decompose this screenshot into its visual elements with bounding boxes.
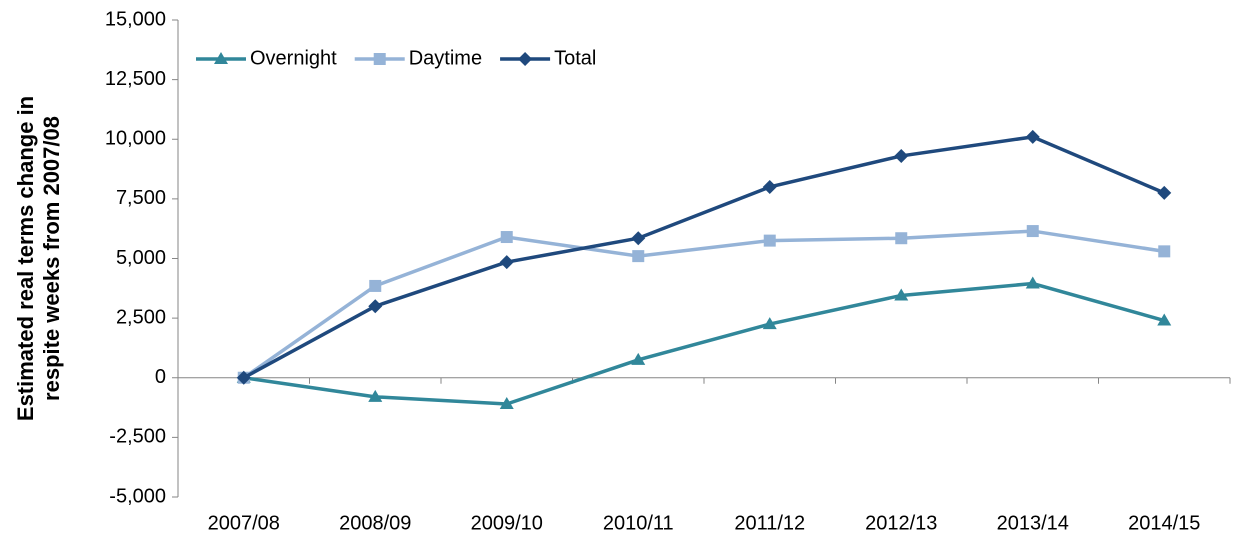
y-tick-label: 7,500 — [116, 187, 166, 209]
marker — [500, 231, 513, 244]
legend-label: Daytime — [409, 47, 482, 69]
y-tick-label: 0 — [155, 366, 166, 388]
x-tick-label: 2011/12 — [734, 512, 805, 534]
legend-label: Total — [554, 47, 596, 69]
marker — [894, 288, 909, 301]
marker — [236, 370, 251, 385]
y-tick-label: 5,000 — [116, 247, 166, 269]
marker — [763, 234, 776, 247]
marker — [895, 232, 908, 245]
legend-marker — [214, 52, 228, 64]
marker — [894, 148, 909, 163]
marker — [762, 179, 777, 194]
x-tick-label: 2013/14 — [997, 512, 1069, 534]
y-tick-label: 2,500 — [116, 306, 166, 328]
x-tick-label: 2010/11 — [603, 512, 674, 534]
y-axis-label-line: Estimated real terms change in — [13, 96, 38, 421]
marker — [499, 255, 514, 270]
y-axis-label-line: respite weeks from 2007/08 — [39, 116, 64, 401]
marker — [1026, 225, 1039, 238]
legend-marker — [373, 53, 386, 65]
marker — [1157, 185, 1172, 200]
marker — [632, 250, 645, 263]
marker — [368, 389, 383, 402]
marker — [1158, 245, 1171, 258]
x-tick-label: 2009/10 — [471, 512, 543, 534]
marker — [1025, 129, 1040, 144]
y-tick-label: 12,500 — [105, 68, 166, 90]
marker — [499, 396, 514, 409]
x-tick-label: 2014/15 — [1128, 512, 1200, 534]
marker — [368, 299, 383, 314]
legend-marker — [518, 52, 533, 66]
series-line — [242, 229, 1165, 380]
marker — [369, 279, 382, 292]
y-axis-label: Estimated real terms change inrespite we… — [13, 96, 64, 421]
series-line — [242, 135, 1165, 380]
marker — [631, 231, 646, 246]
series-line — [243, 281, 1165, 406]
marker — [631, 352, 646, 365]
x-tick-label: 2007/08 — [208, 512, 280, 534]
legend-label: Overnight — [250, 47, 337, 69]
marker — [1157, 313, 1172, 326]
marker — [762, 317, 777, 330]
y-tick-label: -5,000 — [109, 485, 166, 507]
y-tick-label: 10,000 — [105, 128, 166, 150]
x-tick-label: 2008/09 — [339, 512, 411, 534]
y-tick-label: -2,500 — [109, 426, 166, 448]
marker — [1025, 276, 1040, 289]
y-tick-label: 15,000 — [105, 8, 166, 30]
x-tick-label: 2012/13 — [865, 512, 937, 534]
